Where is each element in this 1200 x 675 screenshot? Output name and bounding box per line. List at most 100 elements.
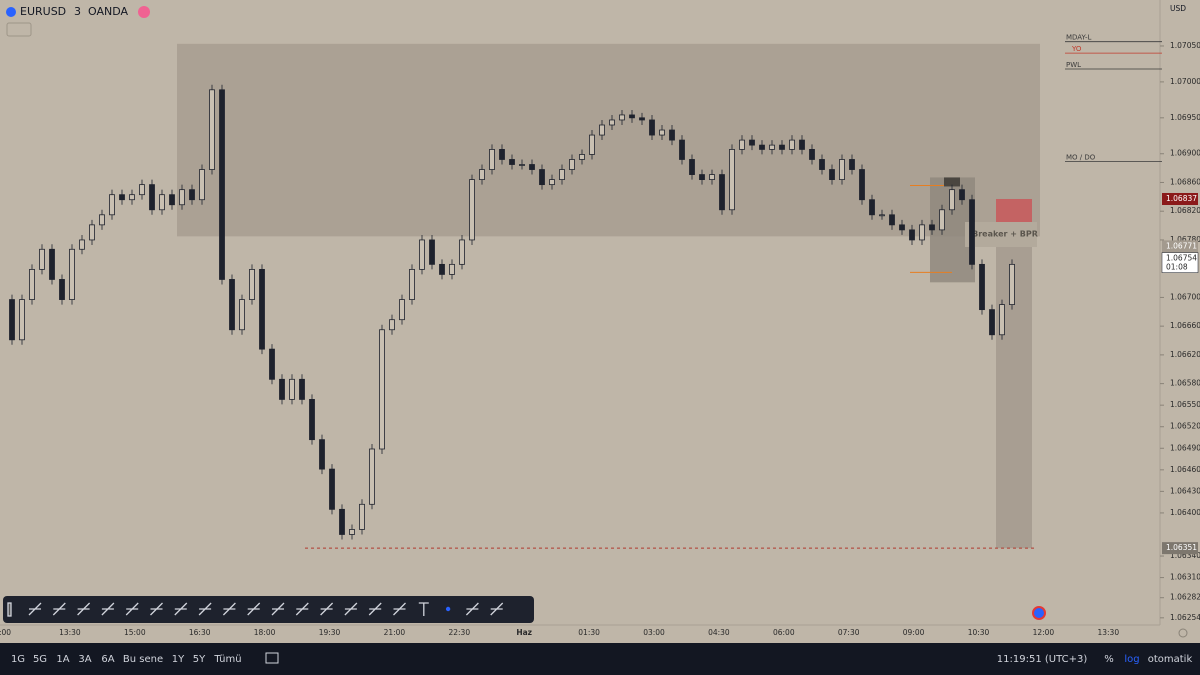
candle-body [179,189,185,206]
range-button[interactable]: 5Y [193,654,206,665]
range-button[interactable]: Tümü [213,654,241,665]
range-button[interactable]: 5G [33,654,47,665]
last-price: 1.06754 [1166,254,1197,263]
y-tick-label: 1.06310 [1170,573,1200,582]
range-button[interactable]: Bu sene [123,654,163,665]
tool-icon[interactable] [77,602,91,616]
candle-body [429,239,435,265]
candle-body [489,149,495,170]
candle-body [249,268,255,300]
range-button[interactable]: 3A [78,654,91,665]
tool-icon[interactable] [174,602,188,616]
tool-icon[interactable] [222,602,236,616]
candle-body [149,184,155,211]
tool-icon[interactable] [101,602,115,616]
candle-body [849,159,855,170]
range-button[interactable]: 6A [101,654,114,665]
candle-body [199,169,205,201]
annotation-box [965,222,1037,247]
tool-icon[interactable] [271,602,285,616]
level-label: MDAY-L [1066,34,1092,42]
y-tick-label: 1.06660 [1170,321,1200,330]
tool-icon[interactable] [52,602,66,616]
candle-body [99,214,105,226]
date-range-icon[interactable] [265,652,279,664]
candle-body [139,184,145,196]
price-badge-bg [1162,240,1198,253]
interval[interactable]: 3 [74,5,81,18]
candle-body [399,299,405,321]
collapse-button[interactable] [6,22,32,37]
replay-icon[interactable] [1032,606,1046,620]
x-tick-label: 09:00 [903,628,925,637]
toolbar-grip [7,602,12,617]
candle-body [599,124,605,136]
candle-body [189,189,195,201]
x-tick-label: 03:00 [643,628,665,637]
range-button[interactable]: 1Y [172,654,185,665]
candle-body [419,239,425,270]
tool-icon[interactable] [125,602,139,616]
tool-icon[interactable] [247,602,261,616]
candle-body [29,268,35,300]
high-marker [944,177,960,187]
range-button[interactable]: 1G [11,654,25,665]
candle-body [999,304,1005,336]
log-toggle[interactable]: log [1124,654,1139,665]
candle-body [329,468,335,510]
y-tick-label: 1.06780 [1170,235,1200,244]
y-tick-label: 1.06254 [1170,613,1200,622]
x-tick-label: :00 [0,628,11,637]
y-tick-label: 1.06430 [1170,486,1200,495]
candle-body [989,309,995,336]
tool-icon[interactable] [198,602,212,616]
x-tick-label: 04:30 [708,628,730,637]
range-button[interactable]: 1A [56,654,69,665]
tool-icon[interactable] [368,602,382,616]
candle-body [899,224,905,231]
tool-icon[interactable] [28,602,42,616]
tool-icon[interactable] [445,606,451,612]
candle-body [299,378,305,400]
tool-icon[interactable] [295,602,309,616]
tool-icon[interactable] [393,602,406,616]
candle-body [769,144,775,150]
price-badge: 1.06771 [1166,241,1197,250]
percent-toggle[interactable]: % [1104,654,1114,665]
symbol-icon[interactable] [6,7,16,17]
candle-body [269,348,275,380]
y-tick-label: 1.06900 [1170,149,1200,158]
candle-body [409,268,415,300]
candle-body [129,194,135,201]
clock: 11:19:51 (UTC+3) [997,654,1088,665]
zone [177,43,1040,237]
currency[interactable]: USD [1170,4,1186,13]
tool-icon[interactable] [320,602,334,616]
candle-body [979,263,985,311]
tool-icon[interactable] [344,602,358,616]
y-tick-label: 1.06490 [1170,443,1200,452]
candle-body [339,508,345,535]
settings-icon[interactable] [1178,628,1188,638]
candle-body [479,169,485,180]
candle-body [929,224,935,231]
tool-icon[interactable] [418,602,429,616]
candle-body [839,159,845,180]
candle-body [519,164,525,166]
candle-body [699,174,705,180]
symbol[interactable]: EURUSD [20,5,66,18]
candle-body [1009,263,1015,305]
tool-icon[interactable] [490,602,504,616]
x-tick-label: 13:30 [59,628,81,637]
price-badge-bg [1162,192,1198,205]
candle-body [829,169,835,180]
x-tick-label: 22:30 [448,628,470,637]
candle-body [209,89,215,170]
candle-body [579,154,585,160]
tool-icon[interactable] [465,602,479,616]
auto-toggle[interactable]: otomatik [1148,654,1193,665]
candle-body [279,378,285,400]
candle-body [629,114,635,119]
remove-icon[interactable] [138,6,150,18]
tool-icon[interactable] [150,602,163,616]
